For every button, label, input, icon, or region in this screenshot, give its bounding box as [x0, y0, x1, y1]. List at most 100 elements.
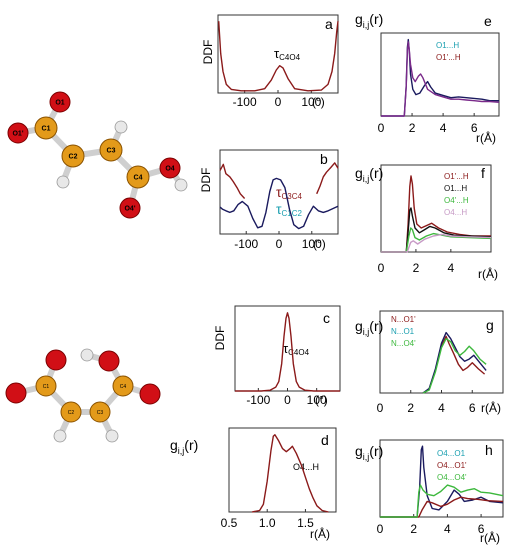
x-tick-label: 4	[438, 401, 445, 415]
x-unit: r(Å)	[480, 530, 500, 545]
oxygen-atom-o1	[49, 91, 71, 113]
atom-label-o1: O1	[55, 100, 64, 107]
x-tick-label: 2	[409, 121, 416, 135]
atom-label-c3: C3	[107, 148, 116, 155]
carbon-atom-c1	[35, 375, 57, 397]
x-tick-label: 0.5	[221, 516, 238, 530]
annotation: O4...H	[293, 462, 319, 472]
series-line-b-0	[219, 163, 246, 199]
legend-item: O4...O4'	[437, 473, 467, 482]
y-axis-label: DDF	[201, 40, 215, 65]
legend-item: N...O1'	[391, 315, 416, 324]
panel-letter: f	[481, 165, 485, 181]
series-line-b-1	[316, 162, 339, 195]
legend-item: O4...H	[444, 208, 467, 217]
atom-label-c1: C1	[42, 126, 51, 133]
panel-letter: a	[325, 16, 333, 32]
panel-d: gi,j(r) d O4...H 0.5 1.0 1.5 r(Å)	[170, 427, 337, 541]
carbon-atom-c3	[99, 138, 123, 162]
series-line-g-1	[422, 331, 487, 394]
series-line-e-0	[381, 38, 499, 117]
panel-letter: c	[323, 310, 330, 326]
oxygen-atom	[45, 349, 67, 371]
series-line-b-2	[219, 177, 339, 230]
oxygen-atom-o1p	[7, 122, 29, 144]
hydrogen-atom	[80, 348, 94, 362]
hydrogen-atom	[105, 429, 119, 443]
x-unit: r(Å)	[478, 266, 498, 281]
y-axis-label: gi,j(r)	[355, 11, 383, 30]
x-tick-label: 2	[413, 261, 420, 275]
x-tick-label: 1.5	[297, 516, 314, 530]
carbon-atom-c2	[61, 144, 85, 168]
x-tick-label: -100	[246, 393, 270, 407]
hydrogen-atom	[174, 178, 188, 192]
molecule-top: O1 O1' C1 C2 C3 C4 O4 O4'	[7, 91, 188, 219]
x-tick-label: 100	[301, 95, 321, 109]
x-tick-label: 6	[469, 401, 476, 415]
panel-b: DDF b τC3C4 τC1C2 -100 0 100 (°)	[199, 149, 339, 251]
atom-label-o4: O4	[165, 166, 174, 173]
x-tick-label: 6	[471, 121, 478, 135]
legend-item: O4...O1	[437, 449, 466, 458]
panel-letter: d	[321, 432, 329, 448]
hydrogen-atom	[53, 429, 67, 443]
legend-item: N...O1	[391, 327, 415, 336]
x-tick-label: 0	[378, 121, 385, 135]
x-unit: (°)	[312, 95, 325, 109]
series-line-f-0	[381, 175, 491, 253]
annotation: τC4O4	[283, 341, 310, 357]
atom-label-c1: C1	[43, 384, 50, 390]
legend-item: τC1C2	[276, 201, 303, 218]
panel-frame	[380, 32, 500, 117]
series-line-e-1	[381, 41, 500, 117]
atom-label-c2: C2	[68, 410, 75, 416]
y-axis-label: gi,j(r)	[355, 443, 383, 462]
legend-item: O1'...H	[436, 53, 461, 62]
panel-h: gi,j(r) h O4...O1 O4...O1' O4...O4' 0 2 4 6…	[355, 439, 504, 545]
hydrogen-atom	[56, 175, 70, 189]
x-tick-label: 100	[307, 393, 327, 407]
atom-label-o1p: O1'	[12, 131, 23, 138]
panel-f: gi,j(r) f O1'...H O1...H O4'...H O4...H …	[355, 164, 498, 281]
x-unit: r(Å)	[310, 526, 330, 541]
atom-label-c2: C2	[69, 154, 78, 161]
y-axis-label: gi,j(r)	[355, 318, 383, 337]
panel-letter: e	[484, 13, 492, 29]
series-line-a-0	[218, 21, 339, 92]
y-axis-label: gi,j(r)	[355, 165, 383, 184]
x-tick-label: 0	[378, 261, 385, 275]
hydrogen-atom	[114, 120, 128, 134]
y-axis-label: DDF	[199, 168, 213, 193]
x-tick-label: -100	[234, 237, 258, 251]
legend-item: τC3C4	[276, 184, 303, 201]
atom-label-o4p: O4'	[124, 206, 135, 213]
panel-g: gi,j(r) g N...O1' N...O1 N...O4' 0 2 4 6 r(…	[355, 310, 504, 415]
legend-item: O1'...H	[444, 172, 469, 181]
panel-letter: g	[486, 317, 494, 333]
x-tick-label: 2	[410, 522, 417, 536]
x-unit: r(Å)	[481, 400, 501, 415]
x-tick-label: 0	[276, 237, 283, 251]
x-tick-label: 6	[478, 522, 485, 536]
x-unit: (°)	[313, 237, 326, 251]
atom-label-c4: C4	[134, 175, 143, 182]
oxygen-atom	[98, 350, 120, 372]
series-line-g-2	[422, 338, 487, 394]
carbon-atom-c4	[112, 375, 134, 397]
panel-c: DDF c τC4O4 -100 0 100 (°)	[213, 305, 341, 407]
x-tick-label: 4	[444, 522, 451, 536]
series-line-c-0	[235, 312, 340, 392]
x-tick-label: 1.0	[259, 516, 276, 530]
carbon-atom-c4	[126, 165, 150, 189]
series-line-f-3	[381, 233, 492, 253]
series-line-h-2	[380, 484, 504, 518]
x-tick-label: -100	[233, 95, 257, 109]
x-unit: r(Å)	[476, 130, 496, 145]
y-axis-label: DDF	[213, 326, 227, 351]
series-line-f-1	[381, 207, 492, 253]
atom-label-c3: C3	[97, 410, 104, 416]
x-tick-label: 0	[377, 401, 384, 415]
